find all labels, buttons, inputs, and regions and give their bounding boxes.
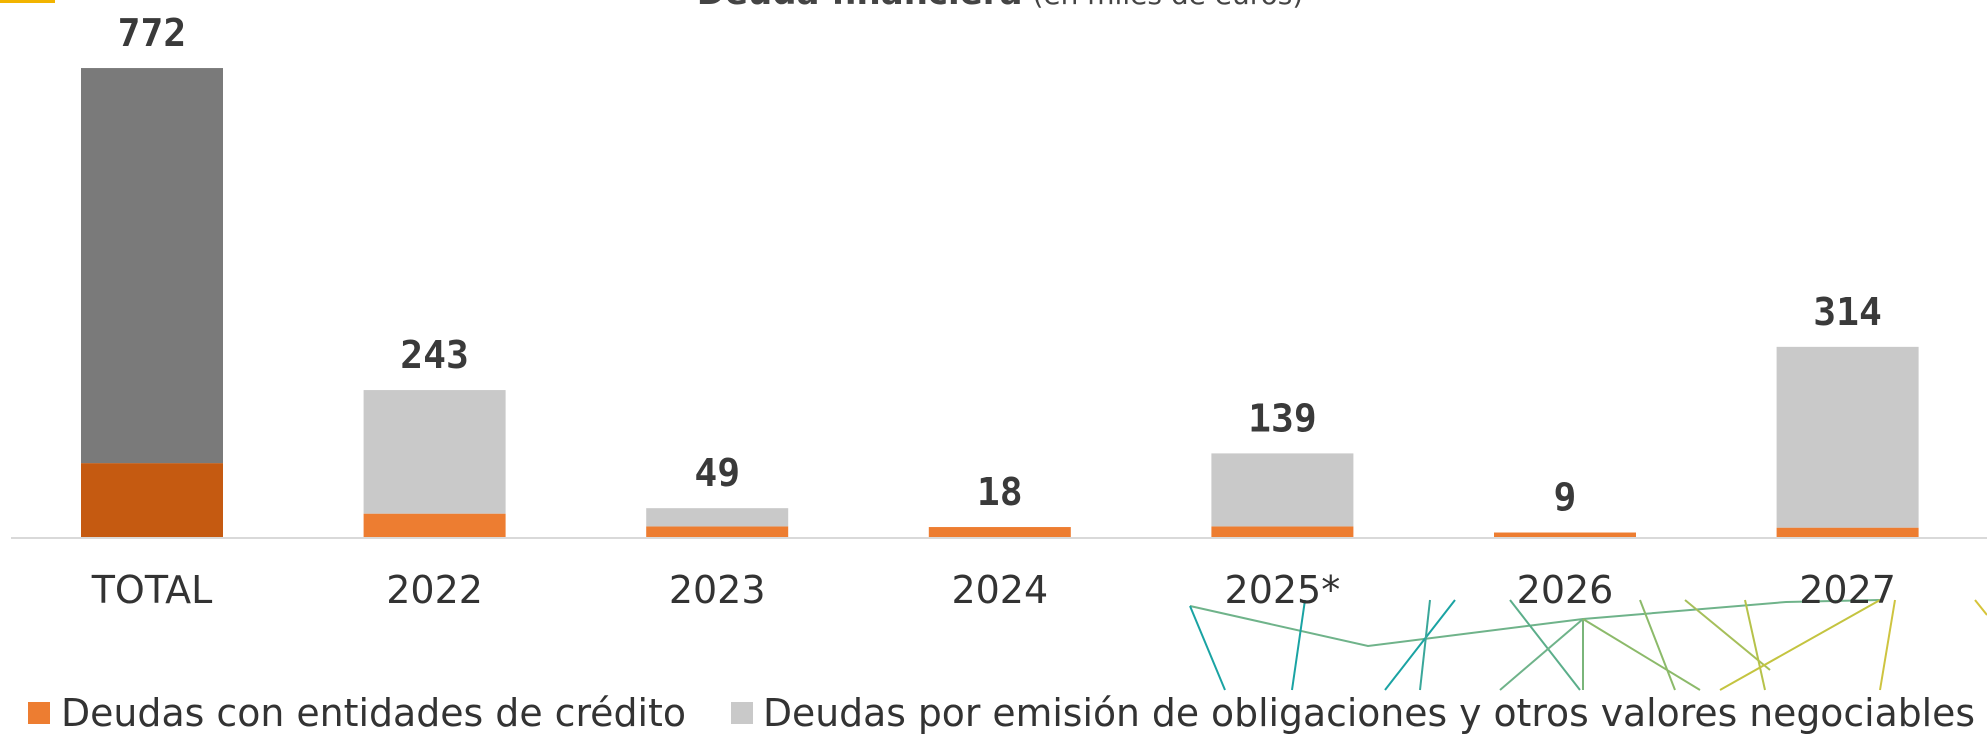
legend-swatch <box>731 702 753 724</box>
x-tick-label: 2022 <box>386 568 483 612</box>
bar-segment <box>1211 526 1354 538</box>
bar-segment <box>646 526 789 538</box>
x-tick-label: 2027 <box>1799 568 1896 612</box>
x-tick-label: 2023 <box>669 568 766 612</box>
chart-title-group: Deuda financiera (en miles de euros) <box>697 0 1304 13</box>
total-label: 139 <box>1248 396 1317 440</box>
deco-line <box>1639 599 1676 691</box>
deco-line <box>1291 599 1306 691</box>
bar-segment <box>81 463 223 538</box>
chart-subtitle: (en miles de euros) <box>1032 0 1303 11</box>
decoration <box>1189 599 1987 691</box>
x-tick-label: 2024 <box>951 568 1048 612</box>
bar-segment <box>1494 532 1636 538</box>
total-label: 772 <box>118 11 187 55</box>
deco-line <box>1719 599 1881 691</box>
total-label: 314 <box>1813 290 1882 334</box>
deco-line <box>1419 599 1431 691</box>
total-label: 49 <box>694 451 740 495</box>
total-label: 243 <box>400 333 469 377</box>
deco-line <box>1499 618 1584 691</box>
bar-segment <box>363 390 506 514</box>
total-label: 18 <box>977 470 1023 514</box>
chart-title: Deuda financiera <box>697 0 1023 13</box>
deco-line <box>1189 605 1226 691</box>
bar-segment <box>363 513 506 538</box>
bar-segment <box>646 508 789 527</box>
deco-line <box>1684 599 1771 671</box>
deco-line <box>1744 599 1766 691</box>
deco-line <box>1582 618 1701 691</box>
bar-segment <box>81 68 223 464</box>
deco-line <box>1509 599 1581 691</box>
bar-segment <box>1776 346 1919 528</box>
bar-segment <box>1211 453 1354 527</box>
bar-segment <box>1776 527 1919 538</box>
legend-label: Deudas por emisión de obligaciones y otr… <box>763 691 1975 735</box>
x-tick-label: 2025* <box>1225 568 1341 612</box>
total-label: 9 <box>1554 476 1577 520</box>
legend-swatch <box>28 702 50 724</box>
deco-line <box>1879 599 1896 691</box>
legend-label: Deudas con entidades de crédito <box>61 691 686 735</box>
bar-segment <box>928 527 1071 538</box>
x-tick-label: TOTAL <box>91 568 213 612</box>
deco-line <box>1384 599 1456 691</box>
corner-accent <box>0 0 55 3</box>
x-tick-label: 2026 <box>1517 568 1614 612</box>
deco-line <box>1974 599 1987 616</box>
